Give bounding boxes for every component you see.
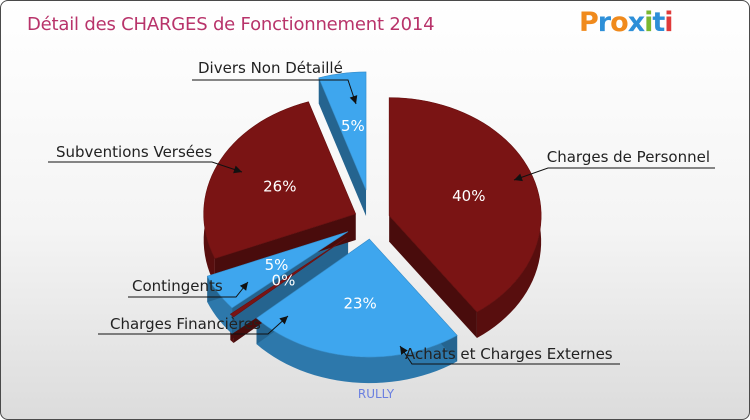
slice-percent-label: 40% <box>452 187 485 205</box>
pie-slice <box>388 97 542 313</box>
logo-letter: r <box>597 7 611 38</box>
slice-category-label: Divers Non Détaillé <box>198 59 343 77</box>
pie-slice <box>256 238 458 358</box>
logo-letter: o <box>610 7 629 38</box>
slice-category-label: Achats et Charges Externes <box>405 345 613 363</box>
leader-arrow <box>239 282 248 291</box>
leader-arrow <box>279 316 288 325</box>
logo-letter: t <box>652 7 665 38</box>
leader-arrow <box>514 173 523 182</box>
slice-category-label: Contingents <box>132 277 223 295</box>
logo-letter: i <box>644 7 653 38</box>
logo-letter: i <box>664 7 673 38</box>
leader-line <box>513 167 715 181</box>
slice-category-label: Subventions Versées <box>56 143 212 161</box>
pie-slice-side <box>256 318 458 384</box>
logo-letter: x <box>627 7 645 38</box>
pie-slice-wall <box>318 77 367 216</box>
slice-percent-label: 5% <box>265 256 289 274</box>
leader-line <box>98 315 289 335</box>
leader-line <box>48 161 243 173</box>
pie-slice <box>229 237 347 318</box>
slice-percent-label: 5% <box>341 117 365 135</box>
leader-arrow <box>400 346 408 355</box>
leader-arrow <box>233 165 242 174</box>
commune-name: RULLY <box>357 387 395 401</box>
slice-percent-label: 26% <box>263 178 296 196</box>
slice-category-label: Charges de Personnel <box>547 148 710 166</box>
slice-percent-label: 23% <box>343 295 376 313</box>
leader-line <box>192 79 357 105</box>
pie-slice-wall <box>389 215 477 338</box>
leader-arrow <box>349 95 358 104</box>
chart-title: Détail des CHARGES de Fonctionnement 201… <box>27 14 435 35</box>
slice-category-label: Charges Financières <box>110 315 261 333</box>
slice-percent-label: 0% <box>272 272 296 290</box>
logo-letter: P <box>579 7 599 38</box>
proxiti-logo: Proxiti <box>579 7 674 38</box>
